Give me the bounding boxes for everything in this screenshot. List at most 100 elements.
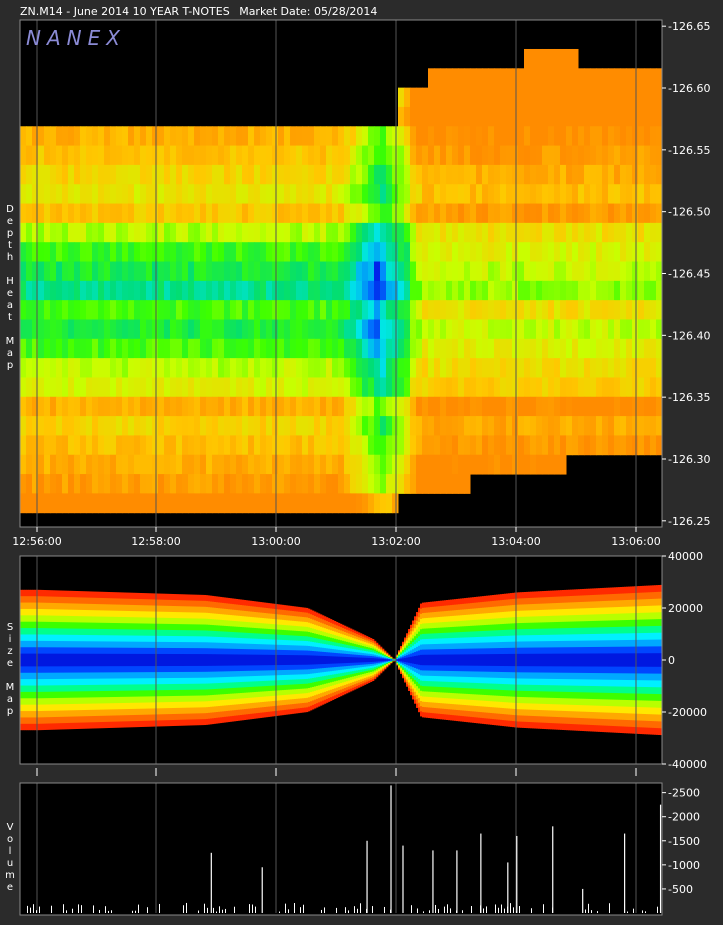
heatmap-cell — [146, 454, 153, 475]
heatmap-cell — [488, 106, 495, 127]
heatmap-cell — [344, 242, 351, 263]
heatmap-cell — [458, 242, 465, 263]
heatmap-cell — [134, 261, 141, 282]
heatmap-cell — [392, 396, 399, 417]
heatmap-cell — [434, 242, 441, 263]
heatmap-cell — [548, 145, 555, 166]
heatmap-cell — [110, 261, 117, 282]
size-band — [506, 653, 509, 667]
heatmap-cell — [398, 184, 405, 205]
heatmap-cell — [128, 493, 135, 514]
heatmap-cell — [380, 203, 387, 224]
size-band — [504, 653, 507, 667]
heatmap-cell — [44, 377, 51, 398]
heatmap-cell — [374, 280, 381, 301]
heatmap-cell — [326, 222, 333, 243]
heatmap-cell — [500, 358, 507, 378]
heatmap-cell — [554, 68, 561, 89]
heatmap-cell — [548, 126, 555, 147]
heatmap-cell — [596, 358, 603, 378]
heatmap-cell — [482, 106, 489, 127]
heatmap-cell — [452, 474, 459, 494]
heatmap-cell — [236, 474, 243, 494]
heatmap-cell — [230, 474, 237, 494]
heatmap-cell — [500, 261, 507, 282]
heatmap-cell — [488, 319, 495, 340]
heatmap-cell — [278, 242, 285, 263]
size-band — [110, 653, 113, 667]
heatmap-cell — [458, 454, 465, 475]
heatmap-cell — [260, 358, 267, 378]
heatmap-cell — [158, 242, 165, 263]
size-band — [272, 654, 275, 666]
heatmap-cell — [212, 474, 219, 494]
heatmap-cell — [86, 126, 93, 147]
heatmap-cell — [74, 126, 81, 147]
heatmap-cell — [488, 261, 495, 282]
size-band — [22, 653, 25, 667]
heatmap-cell — [188, 242, 195, 263]
heatmap-cell — [584, 261, 591, 282]
heatmap-cell — [44, 261, 51, 282]
heatmap-cell — [488, 164, 495, 185]
heatmap-cell — [68, 416, 75, 436]
heatmap-cell — [128, 222, 135, 243]
heatmap-cell — [122, 474, 129, 494]
heatmap-cell — [296, 242, 303, 263]
heatmap-cell — [374, 184, 381, 205]
heatmap-cell — [320, 493, 327, 514]
size-band — [336, 656, 339, 664]
heatmap-cell — [320, 145, 327, 166]
heatmap-cell — [326, 338, 333, 359]
size-map-bands — [20, 584, 662, 736]
heatmap-cell — [308, 261, 315, 282]
heatmap-cell — [560, 358, 567, 378]
heatmap-cell — [278, 300, 285, 320]
size-band — [416, 655, 419, 665]
heatmap-cell — [494, 416, 501, 436]
size-band — [382, 658, 385, 662]
heatmap-cell — [248, 261, 255, 282]
heatmap-cell — [248, 338, 255, 359]
heatmap-cell — [86, 203, 93, 224]
heatmap-cell — [92, 474, 99, 494]
heatmap-cell — [638, 164, 645, 185]
heatmap-cell — [62, 242, 69, 263]
heatmap-cell — [332, 416, 339, 436]
heatmap-cell — [404, 242, 411, 263]
heatmap-cell — [20, 261, 27, 282]
heatmap-cell — [578, 280, 585, 301]
heatmap-cell — [116, 358, 123, 378]
heatmap-cell — [104, 338, 111, 359]
heatmap-cell — [356, 242, 363, 263]
heatmap-cell — [236, 164, 243, 185]
heatmap-cell — [338, 338, 345, 359]
heatmap-cell — [542, 435, 549, 456]
heatmap-cell — [176, 300, 183, 320]
heatmap-cell — [302, 416, 309, 436]
heatmap-cell — [380, 454, 387, 475]
heatmap-cell — [32, 435, 39, 456]
heatmap-cell — [146, 493, 153, 514]
heatmap-cell — [380, 280, 387, 301]
heatmap-cell — [392, 203, 399, 224]
heatmap-cell — [494, 454, 501, 475]
heatmap-cell — [182, 416, 189, 436]
heatmap-cell — [296, 126, 303, 147]
heatmap-cell — [230, 319, 237, 340]
label-char: M — [5, 682, 15, 693]
heatmap-cell — [434, 474, 441, 494]
heatmap-cell — [20, 222, 27, 243]
heatmap-cell — [518, 300, 525, 320]
heatmap-cell — [494, 106, 501, 127]
heatmap-cell — [110, 358, 117, 378]
heatmap-cell — [206, 474, 213, 494]
heatmap-cell — [134, 416, 141, 436]
heatmap-cell — [482, 203, 489, 224]
heatmap-cell — [446, 184, 453, 205]
heatmap-cell — [248, 203, 255, 224]
heatmap-cell — [68, 396, 75, 417]
heatmap-cell — [410, 435, 417, 456]
size-band — [392, 659, 395, 661]
size-band — [128, 653, 131, 667]
